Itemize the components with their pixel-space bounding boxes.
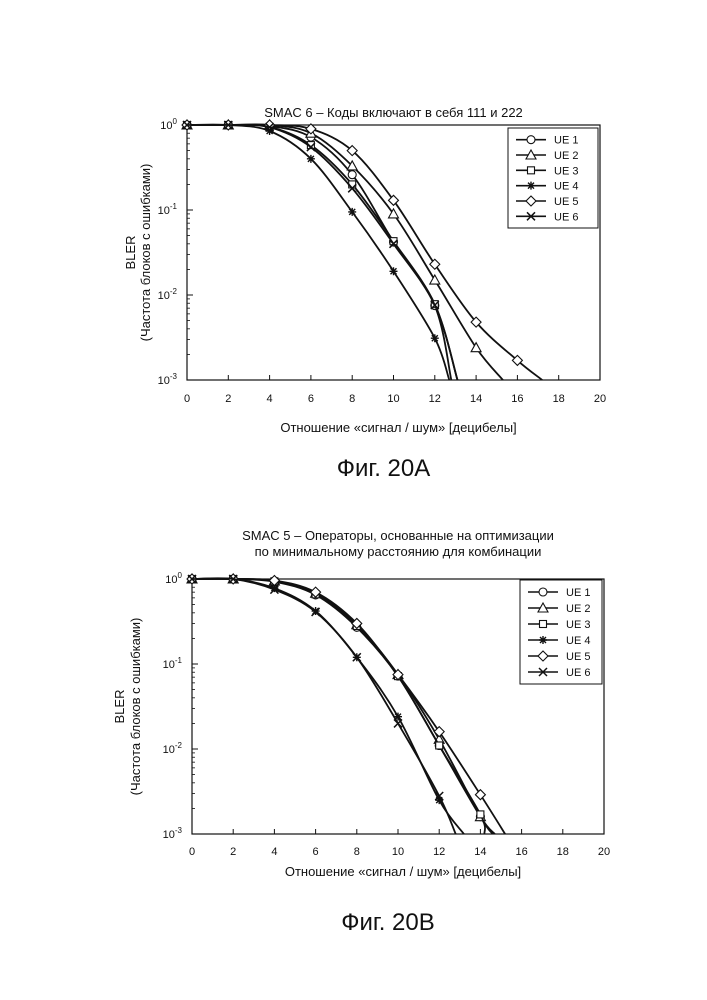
- legend-label: UE 4: [554, 181, 578, 193]
- series-ue-4: [188, 575, 464, 834]
- series-line: [187, 124, 503, 380]
- x-tick-label: 18: [557, 846, 569, 858]
- y-axis-label: BLER: [123, 236, 138, 270]
- legend: UE 1 UE 2 UE 3 UE 4 UE 5 UE 6: [520, 580, 602, 684]
- x-tick-label: 0: [184, 393, 190, 405]
- data-point-marker: [539, 588, 547, 596]
- x-tick-label: 2: [230, 846, 236, 858]
- legend-label: UE 6: [554, 211, 578, 223]
- y-axis-label: (Частота блоков с ошибками): [128, 618, 143, 796]
- legend-label: UE 1: [554, 135, 578, 147]
- y-tick-label: 10-3: [163, 826, 183, 841]
- x-tick-label: 10: [392, 846, 404, 858]
- chart-fig-20a: SMAC 6 – Коды включают в себя 111 и 222 0…: [123, 105, 606, 482]
- series-line: [192, 579, 495, 834]
- legend-box: [508, 128, 598, 228]
- series-line: [187, 125, 449, 380]
- legend-label: UE 6: [566, 667, 590, 679]
- legend-label: UE 3: [566, 619, 590, 631]
- x-tick-label: 12: [433, 846, 445, 858]
- x-axis-label: Отношение «сигнал / шум» [децибелы]: [280, 420, 516, 435]
- data-point-marker: [539, 636, 547, 644]
- legend-label: UE 5: [566, 651, 590, 663]
- x-tick-label: 18: [553, 393, 565, 405]
- y-tick-label: 10-1: [158, 202, 178, 217]
- chart-title: SMAC 6 – Коды включают в себя 111 и 222: [264, 105, 523, 120]
- series-ue-5: [187, 574, 505, 834]
- x-tick-label: 6: [313, 846, 319, 858]
- series-ue-1: [188, 575, 495, 834]
- y-tick-label: 10-1: [163, 656, 183, 671]
- series-ue-2: [182, 120, 503, 380]
- series-line: [192, 578, 464, 834]
- data-point-marker: [540, 621, 547, 628]
- chart-title: SMAC 5 – Операторы, основанные на оптими…: [242, 528, 554, 543]
- data-point-marker: [307, 155, 315, 163]
- data-point-marker: [430, 275, 440, 284]
- chart-fig-20b: SMAC 5 – Операторы, основанные на оптими…: [112, 528, 610, 936]
- x-tick-label: 4: [267, 393, 273, 405]
- series-ue-5: [182, 120, 542, 380]
- series-line: [192, 579, 493, 834]
- data-point-marker: [348, 171, 356, 179]
- patent-figure-page: SMAC 6 – Коды включают в себя 111 и 222 0…: [0, 0, 707, 1000]
- x-tick-label: 10: [387, 393, 399, 405]
- x-axis-label: Отношение «сигнал / шум» [децибелы]: [285, 864, 521, 879]
- x-tick-label: 4: [271, 846, 277, 858]
- data-point-marker: [527, 136, 535, 144]
- x-tick-label: 16: [511, 393, 523, 405]
- data-point-marker: [430, 259, 440, 269]
- legend-label: UE 4: [566, 635, 590, 647]
- x-tick-label: 20: [594, 393, 606, 405]
- figure-caption: Фиг. 20А: [337, 455, 431, 482]
- series-line: [187, 125, 451, 380]
- series-ue-4: [183, 121, 449, 380]
- legend: UE 1 UE 2 UE 3 UE 4 UE 5 UE 6: [508, 128, 598, 228]
- x-tick-label: 12: [429, 393, 441, 405]
- legend-label: UE 2: [566, 603, 590, 615]
- x-tick-label: 2: [225, 393, 231, 405]
- chart-title: по минимальному расстоянию для комбинаци…: [255, 544, 542, 559]
- series-line: [187, 125, 458, 380]
- x-tick-label: 8: [349, 393, 355, 405]
- data-point-marker: [475, 790, 485, 800]
- series-line: [192, 579, 485, 834]
- y-tick-label: 100: [165, 571, 182, 586]
- x-tick-label: 14: [474, 846, 486, 858]
- data-point-marker: [434, 727, 444, 737]
- legend-label: UE 5: [554, 196, 578, 208]
- legend-label: UE 1: [566, 587, 590, 599]
- data-point-marker: [477, 811, 484, 818]
- data-point-marker: [527, 182, 535, 190]
- legend-label: UE 3: [554, 165, 578, 177]
- y-tick-label: 10-3: [158, 372, 178, 387]
- y-tick-label: 100: [160, 117, 177, 132]
- data-point-marker: [390, 267, 398, 275]
- y-axis-label: (Частота блоков с ошибками): [138, 164, 153, 342]
- series-line: [187, 125, 458, 380]
- series-line: [187, 125, 542, 380]
- data-point-marker: [436, 742, 443, 749]
- x-tick-label: 0: [189, 846, 195, 858]
- figure-caption: Фиг. 20В: [341, 909, 435, 936]
- y-tick-label: 10-2: [158, 287, 178, 302]
- series-ue-1: [183, 121, 451, 380]
- x-tick-label: 16: [515, 846, 527, 858]
- x-tick-label: 20: [598, 846, 610, 858]
- x-tick-label: 14: [470, 393, 482, 405]
- legend-label: UE 2: [554, 150, 578, 162]
- data-point-marker: [431, 334, 439, 342]
- data-point-marker: [348, 208, 356, 216]
- y-axis-label: BLER: [112, 690, 127, 724]
- y-tick-label: 10-2: [163, 741, 183, 756]
- x-tick-label: 8: [354, 846, 360, 858]
- x-tick-label: 6: [308, 393, 314, 405]
- data-point-marker: [528, 167, 535, 174]
